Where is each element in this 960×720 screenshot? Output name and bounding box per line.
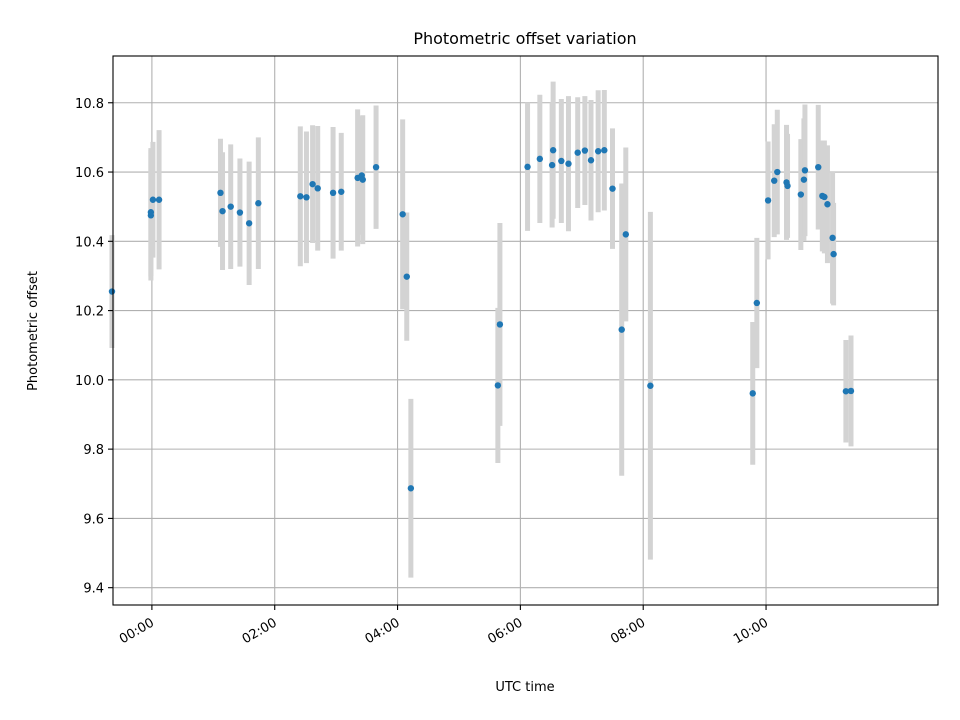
x-tick-label: 10:00 bbox=[731, 615, 771, 647]
y-tick-label: 9.8 bbox=[83, 443, 104, 458]
data-point bbox=[303, 194, 310, 201]
chart-title: Photometric offset variation bbox=[413, 29, 636, 48]
data-point bbox=[587, 157, 595, 164]
data-point bbox=[399, 211, 406, 218]
data-point bbox=[108, 288, 116, 295]
data-point bbox=[601, 147, 608, 154]
x-tick-label: 06:00 bbox=[485, 615, 525, 647]
data-point bbox=[227, 203, 234, 210]
data-point bbox=[830, 250, 837, 258]
y-tick-label: 10.4 bbox=[75, 235, 104, 250]
data-point bbox=[496, 321, 504, 328]
y-axis-label: Photometric offset bbox=[26, 271, 41, 391]
y-tick-label: 10.8 bbox=[75, 97, 104, 112]
plot-frame bbox=[112, 55, 939, 606]
data-point bbox=[155, 196, 163, 203]
data-point bbox=[821, 193, 828, 201]
data-point bbox=[609, 185, 616, 192]
data-point bbox=[403, 273, 410, 280]
data-point bbox=[245, 220, 253, 227]
data-point bbox=[549, 147, 557, 154]
data-point bbox=[219, 207, 226, 215]
y-tick-label: 10.6 bbox=[75, 166, 104, 181]
data-point bbox=[774, 168, 781, 176]
data-point bbox=[548, 161, 556, 169]
data-point bbox=[824, 201, 831, 208]
data-point bbox=[217, 189, 224, 197]
data-point bbox=[764, 197, 772, 204]
data-point bbox=[524, 163, 531, 171]
data-point bbox=[618, 326, 625, 333]
data-points bbox=[108, 147, 855, 492]
data-point bbox=[815, 163, 822, 171]
data-point bbox=[149, 196, 157, 203]
data-point bbox=[749, 390, 756, 397]
axis-ticks: 00:00 02:00 04:00 06:00 08:00 10:00 9.4 9.6 9.8 1… bbox=[75, 97, 771, 647]
data-point bbox=[407, 485, 415, 492]
error-bars bbox=[109, 81, 854, 578]
data-point bbox=[558, 157, 565, 165]
data-point bbox=[801, 167, 809, 174]
x-tick-label: 00:00 bbox=[117, 615, 157, 647]
data-point bbox=[338, 188, 345, 195]
data-point bbox=[565, 160, 572, 167]
y-tick-label: 10.0 bbox=[75, 374, 104, 389]
y-tick-label: 10.2 bbox=[75, 305, 104, 320]
data-point bbox=[800, 176, 808, 183]
data-point bbox=[494, 382, 502, 389]
x-tick-label: 08:00 bbox=[608, 615, 648, 647]
data-point bbox=[594, 148, 602, 155]
x-axis-label: UTC time bbox=[495, 680, 554, 695]
data-point bbox=[647, 382, 654, 389]
data-point bbox=[622, 231, 630, 238]
data-point bbox=[255, 200, 262, 207]
data-point bbox=[829, 234, 836, 242]
data-point bbox=[329, 189, 337, 197]
data-point bbox=[797, 191, 805, 198]
data-point bbox=[847, 387, 855, 395]
data-point bbox=[536, 155, 544, 163]
data-point bbox=[784, 182, 791, 190]
data-point bbox=[753, 299, 761, 307]
data-point bbox=[574, 149, 581, 156]
data-point bbox=[314, 185, 321, 192]
x-tick-label: 02:00 bbox=[240, 615, 280, 647]
data-point bbox=[236, 209, 244, 216]
data-point bbox=[359, 176, 366, 183]
data-point bbox=[309, 180, 316, 188]
data-point bbox=[372, 163, 380, 171]
data-point bbox=[147, 209, 155, 216]
x-tick-label: 04:00 bbox=[363, 615, 403, 647]
data-point bbox=[297, 193, 304, 200]
y-tick-label: 9.4 bbox=[83, 582, 104, 597]
data-point bbox=[842, 388, 850, 395]
y-tick-label: 9.6 bbox=[83, 512, 104, 527]
data-point bbox=[581, 147, 589, 154]
data-point bbox=[771, 177, 778, 184]
